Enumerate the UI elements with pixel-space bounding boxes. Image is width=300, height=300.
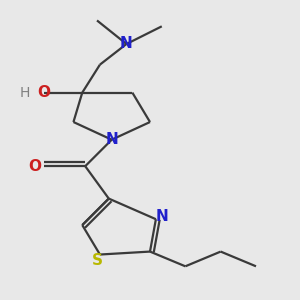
Text: N: N — [120, 37, 133, 52]
Text: N: N — [155, 209, 168, 224]
Text: S: S — [92, 253, 103, 268]
Text: O: O — [38, 85, 50, 100]
Text: N: N — [105, 132, 118, 147]
Text: H: H — [20, 85, 30, 100]
Text: O: O — [29, 159, 42, 174]
